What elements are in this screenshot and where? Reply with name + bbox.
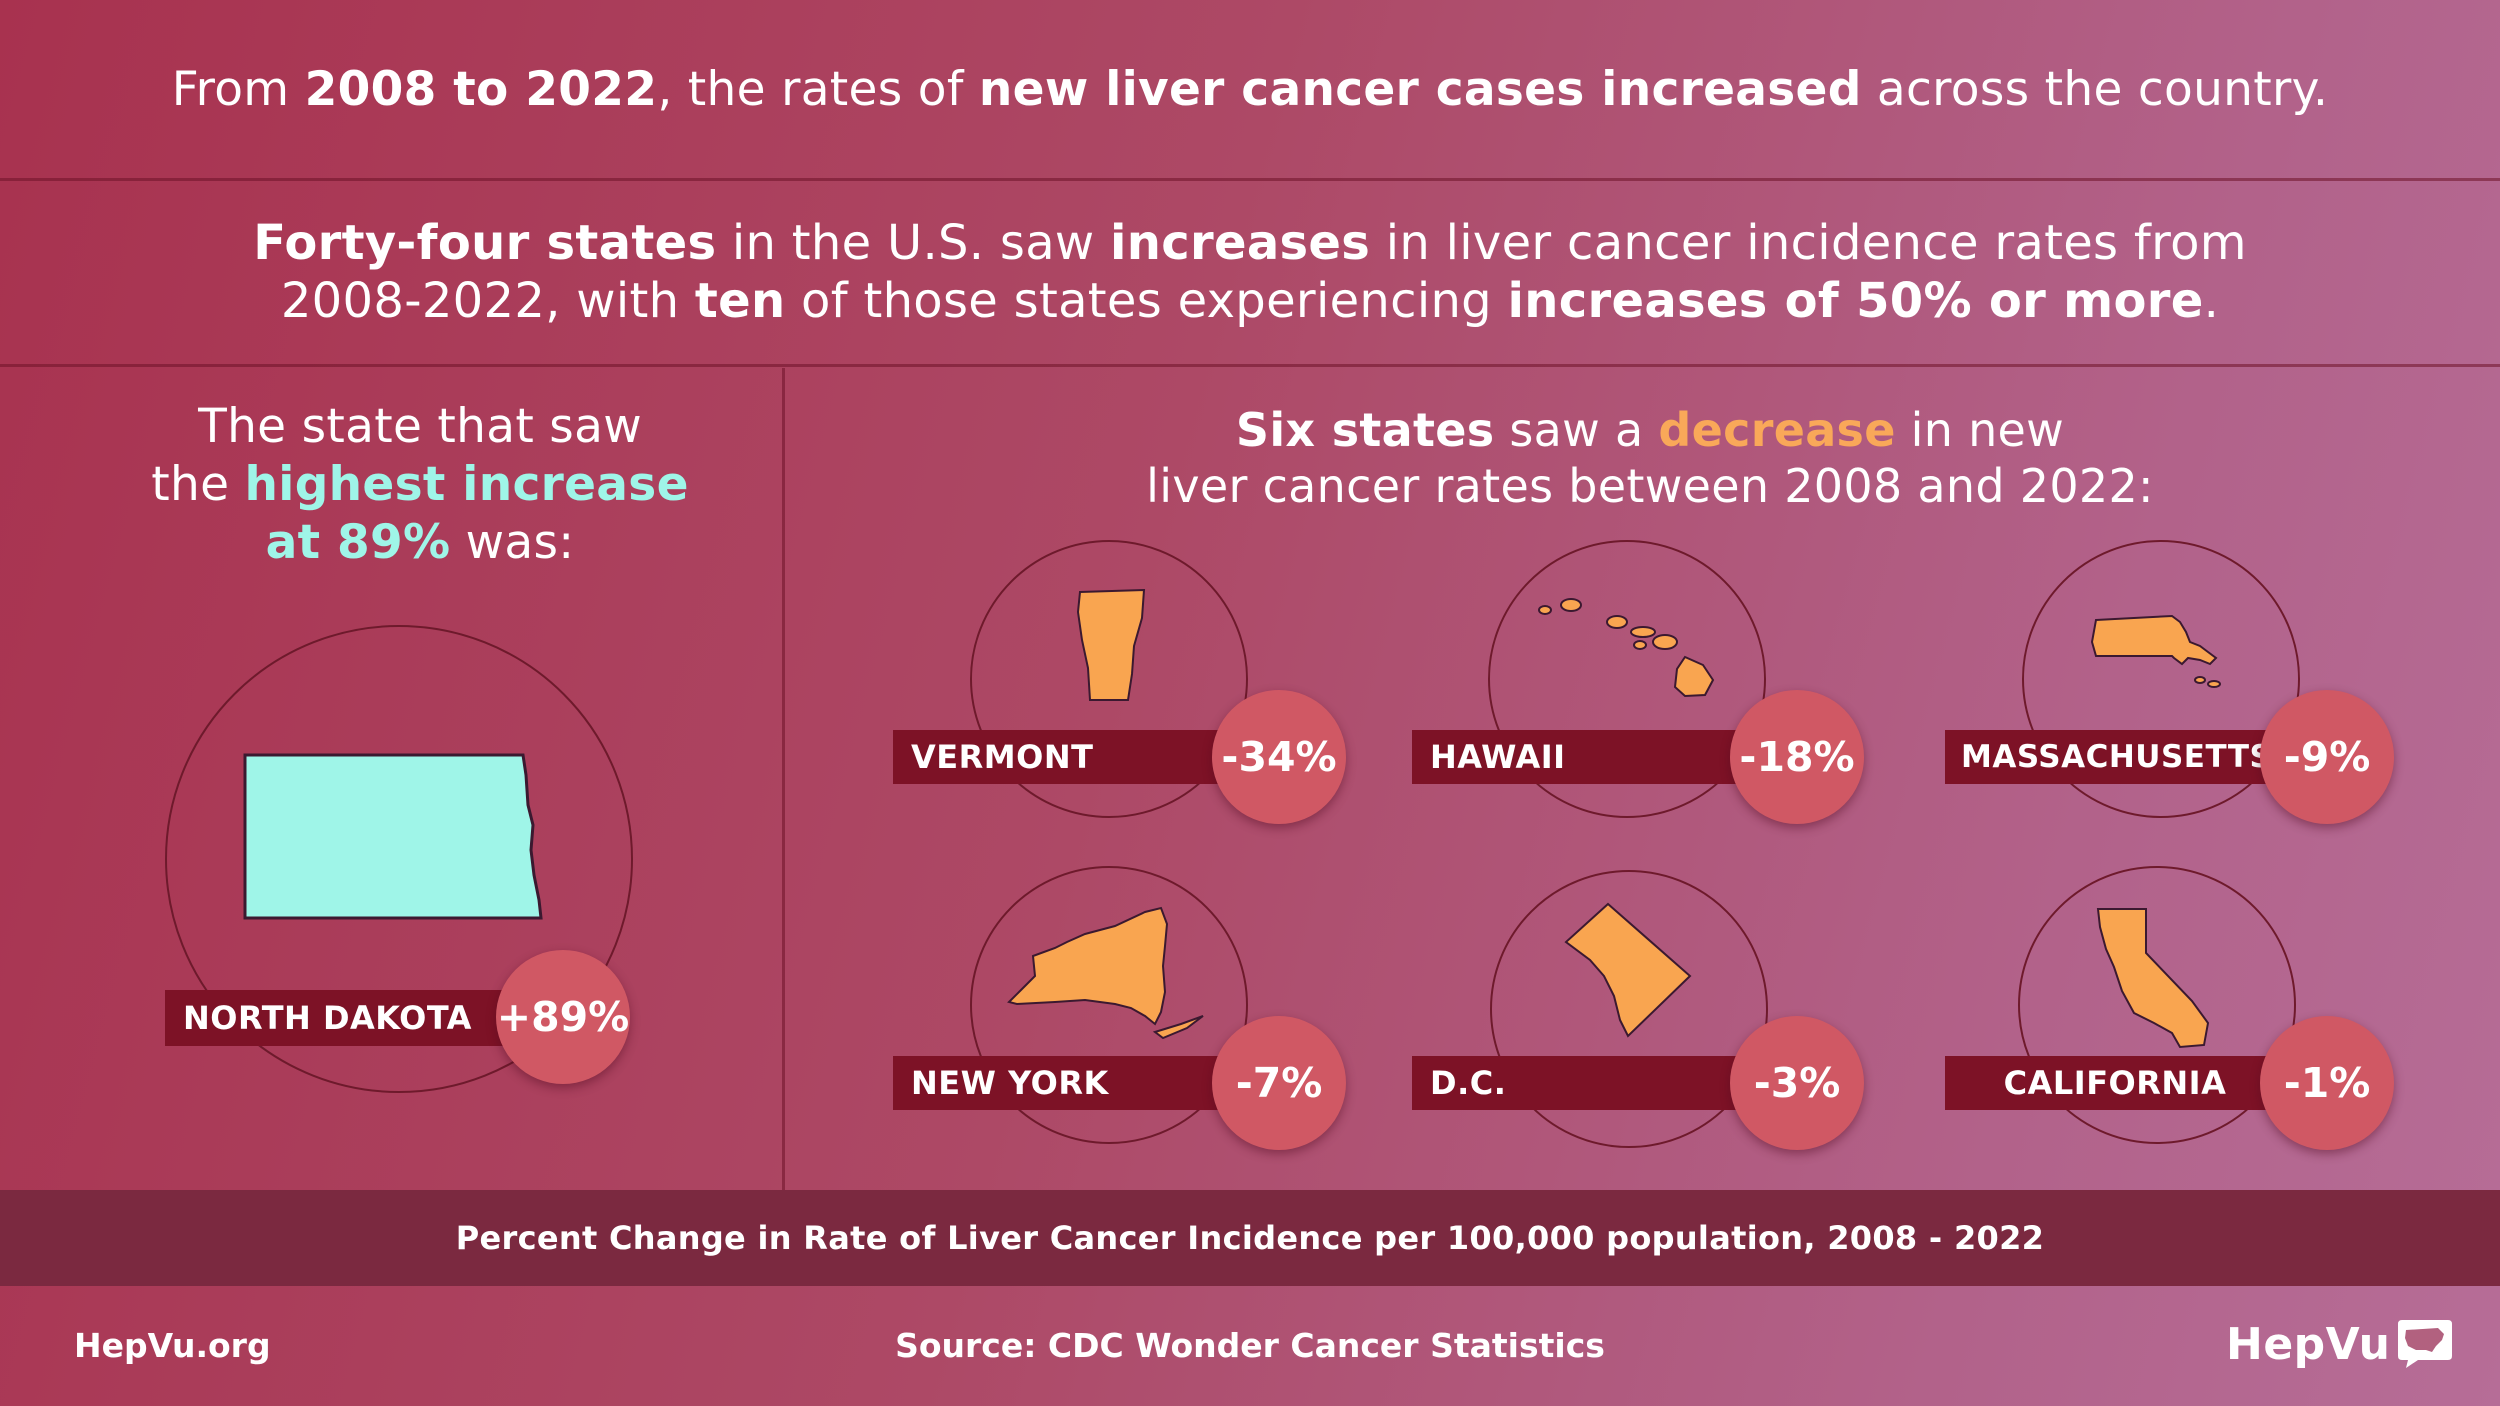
percent-badge: -9% bbox=[2260, 690, 2394, 824]
headline-text: across the country. bbox=[1861, 61, 2329, 117]
summary-emphasis: increases bbox=[1110, 215, 1371, 271]
highest-increase-heading: The state that saw the highest increase … bbox=[80, 398, 760, 572]
percent-value: -18% bbox=[1739, 733, 1855, 781]
state-label-bar: MASSACHUSETTS bbox=[1945, 730, 2285, 784]
vertical-divider bbox=[782, 368, 785, 1190]
state-name: CALIFORNIA bbox=[2003, 1064, 2227, 1102]
state-label-bar: VERMONT bbox=[893, 730, 1233, 784]
state-name: MASSACHUSETTS bbox=[1961, 739, 2273, 775]
heading-text: in new bbox=[1895, 403, 2065, 457]
state-ring bbox=[165, 625, 633, 1093]
summary-text: in liver cancer incidence rates from bbox=[1370, 215, 2247, 271]
source-text: Source: CDC Wonder Cancer Statistics bbox=[895, 1326, 1605, 1365]
logo-text: HepVu bbox=[2226, 1318, 2391, 1370]
heading-line: Six states saw a decrease in new bbox=[1000, 402, 2300, 458]
percent-badge: +89% bbox=[496, 950, 630, 1084]
summary-emphasis: increases of 50% or more bbox=[1507, 273, 2204, 329]
state-name: HAWAII bbox=[1430, 738, 1566, 776]
heading-text: the bbox=[151, 457, 245, 512]
state-label-bar: NORTH DAKOTA bbox=[165, 990, 525, 1046]
state-ring bbox=[1488, 540, 1766, 818]
percent-badge: -3% bbox=[1730, 1016, 1864, 1150]
state-name: NORTH DAKOTA bbox=[183, 999, 472, 1037]
percent-badge: -18% bbox=[1730, 690, 1864, 824]
summary: Forty-four states in the U.S. saw increa… bbox=[0, 182, 2500, 362]
percent-badge: -7% bbox=[1212, 1016, 1346, 1150]
site-url[interactable]: HepVu.org bbox=[74, 1326, 271, 1365]
california-icon bbox=[2096, 908, 2210, 1049]
headline-emphasis: new liver cancer cases increased bbox=[978, 61, 1862, 117]
state-label-bar: CALIFORNIA bbox=[1945, 1056, 2285, 1110]
heading-emphasis: Six states bbox=[1235, 403, 1495, 457]
heading-line: The state that saw bbox=[198, 399, 642, 454]
percent-value: -1% bbox=[2283, 1059, 2371, 1107]
massachusetts-icon bbox=[2090, 614, 2221, 688]
state-ring bbox=[970, 866, 1248, 1144]
state-ring bbox=[2018, 866, 2296, 1144]
headline-text: From bbox=[171, 61, 305, 117]
summary-text: in the U.S. saw bbox=[716, 215, 1111, 271]
percent-badge: -34% bbox=[1212, 690, 1346, 824]
state-ring bbox=[2022, 540, 2300, 818]
heading-emphasis: highest increase bbox=[244, 457, 689, 512]
percent-badge: -1% bbox=[2260, 1016, 2394, 1150]
north-dakota-icon bbox=[243, 753, 543, 920]
site-link[interactable]: HepVu.org bbox=[74, 1326, 271, 1365]
state-name: VERMONT bbox=[911, 738, 1094, 776]
heading-line: at 89% was: bbox=[80, 514, 760, 572]
state-label-bar: D.C. bbox=[1412, 1056, 1752, 1110]
percent-value: -34% bbox=[1221, 733, 1337, 781]
percent-value: -7% bbox=[1235, 1059, 1323, 1107]
divider bbox=[0, 178, 2500, 181]
divider bbox=[0, 364, 2500, 367]
summary-text: 2008-2022, with bbox=[280, 273, 695, 329]
summary-emphasis: Forty-four states bbox=[253, 215, 717, 271]
us-map-chat-icon bbox=[2398, 1320, 2453, 1368]
heading-line: the highest increase bbox=[80, 456, 760, 514]
summary-line-2: 2008-2022, with ten of those states expe… bbox=[281, 272, 2219, 330]
state-ring bbox=[1490, 870, 1768, 1148]
dc-icon bbox=[1564, 902, 1692, 1038]
state-name: D.C. bbox=[1430, 1064, 1507, 1102]
summary-emphasis: ten bbox=[694, 273, 786, 329]
percent-value: -9% bbox=[2283, 733, 2371, 781]
summary-line-1: Forty-four states in the U.S. saw increa… bbox=[253, 214, 2247, 272]
headline: From 2008 to 2022, the rates of new live… bbox=[0, 0, 2500, 178]
source-note: Source: CDC Wonder Cancer Statistics bbox=[0, 1326, 2500, 1365]
hawaii-icon bbox=[1538, 598, 1715, 698]
brand-logo: HepVu bbox=[2226, 1318, 2454, 1370]
heading-text: saw a bbox=[1494, 403, 1659, 457]
state-label-bar: HAWAII bbox=[1412, 730, 1752, 784]
chart-caption: Percent Change in Rate of Liver Cancer I… bbox=[455, 1219, 2045, 1257]
heading-emphasis: at 89% bbox=[265, 515, 451, 570]
chart-caption-band: Percent Change in Rate of Liver Cancer I… bbox=[0, 1190, 2500, 1286]
headline-years: 2008 to 2022 bbox=[304, 61, 658, 117]
new-york-icon bbox=[1007, 906, 1204, 1040]
heading-text: was: bbox=[450, 515, 575, 570]
state-ring bbox=[970, 540, 1248, 818]
percent-value: +89% bbox=[496, 993, 630, 1041]
state-label-bar: NEW YORK bbox=[893, 1056, 1233, 1110]
state-name: NEW YORK bbox=[911, 1064, 1109, 1102]
headline-text: , the rates of bbox=[657, 61, 979, 117]
summary-text: of those states experiencing bbox=[785, 273, 1508, 329]
percent-value: -3% bbox=[1753, 1059, 1841, 1107]
summary-text: . bbox=[2203, 273, 2220, 329]
vermont-icon bbox=[1076, 588, 1146, 701]
decrease-heading: Six states saw a decrease in new liver c… bbox=[1000, 402, 2300, 514]
heading-emphasis: decrease bbox=[1658, 403, 1896, 457]
heading-line: liver cancer rates between 2008 and 2022… bbox=[1146, 459, 2154, 513]
